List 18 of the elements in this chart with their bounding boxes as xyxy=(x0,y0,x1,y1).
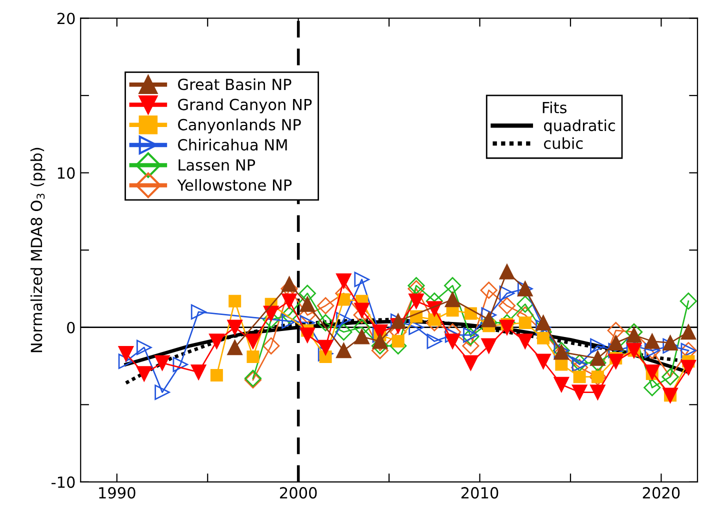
legend-label: Great Basin NP xyxy=(178,78,292,90)
legend-label: Yellowstone NP xyxy=(177,179,292,191)
y-axis-title: Normalized MDA8 O$_{3}$ (ppb) xyxy=(30,148,46,352)
legend-label: cubic xyxy=(544,137,583,150)
y-tick-label: -10 xyxy=(52,476,75,488)
x-tick-label: 2000 xyxy=(280,487,317,499)
legend-label: Lassen NP xyxy=(178,159,256,171)
legend-label: quadratic xyxy=(544,119,615,134)
y-tick-label: 0 xyxy=(67,322,75,334)
legend-label: Chiricahua NM xyxy=(178,138,287,151)
legend-label: Canyonlands NP xyxy=(178,118,301,134)
legend-title: Fits xyxy=(542,102,567,114)
y-tick-label: 10 xyxy=(58,167,75,179)
y-tick-label: 20 xyxy=(57,12,75,24)
x-tick-label: 1990 xyxy=(99,487,136,499)
x-tick-label: 2010 xyxy=(461,487,498,499)
legend-label: Grand Canyon NP xyxy=(178,98,312,114)
x-tick-label: 2020 xyxy=(642,487,680,499)
